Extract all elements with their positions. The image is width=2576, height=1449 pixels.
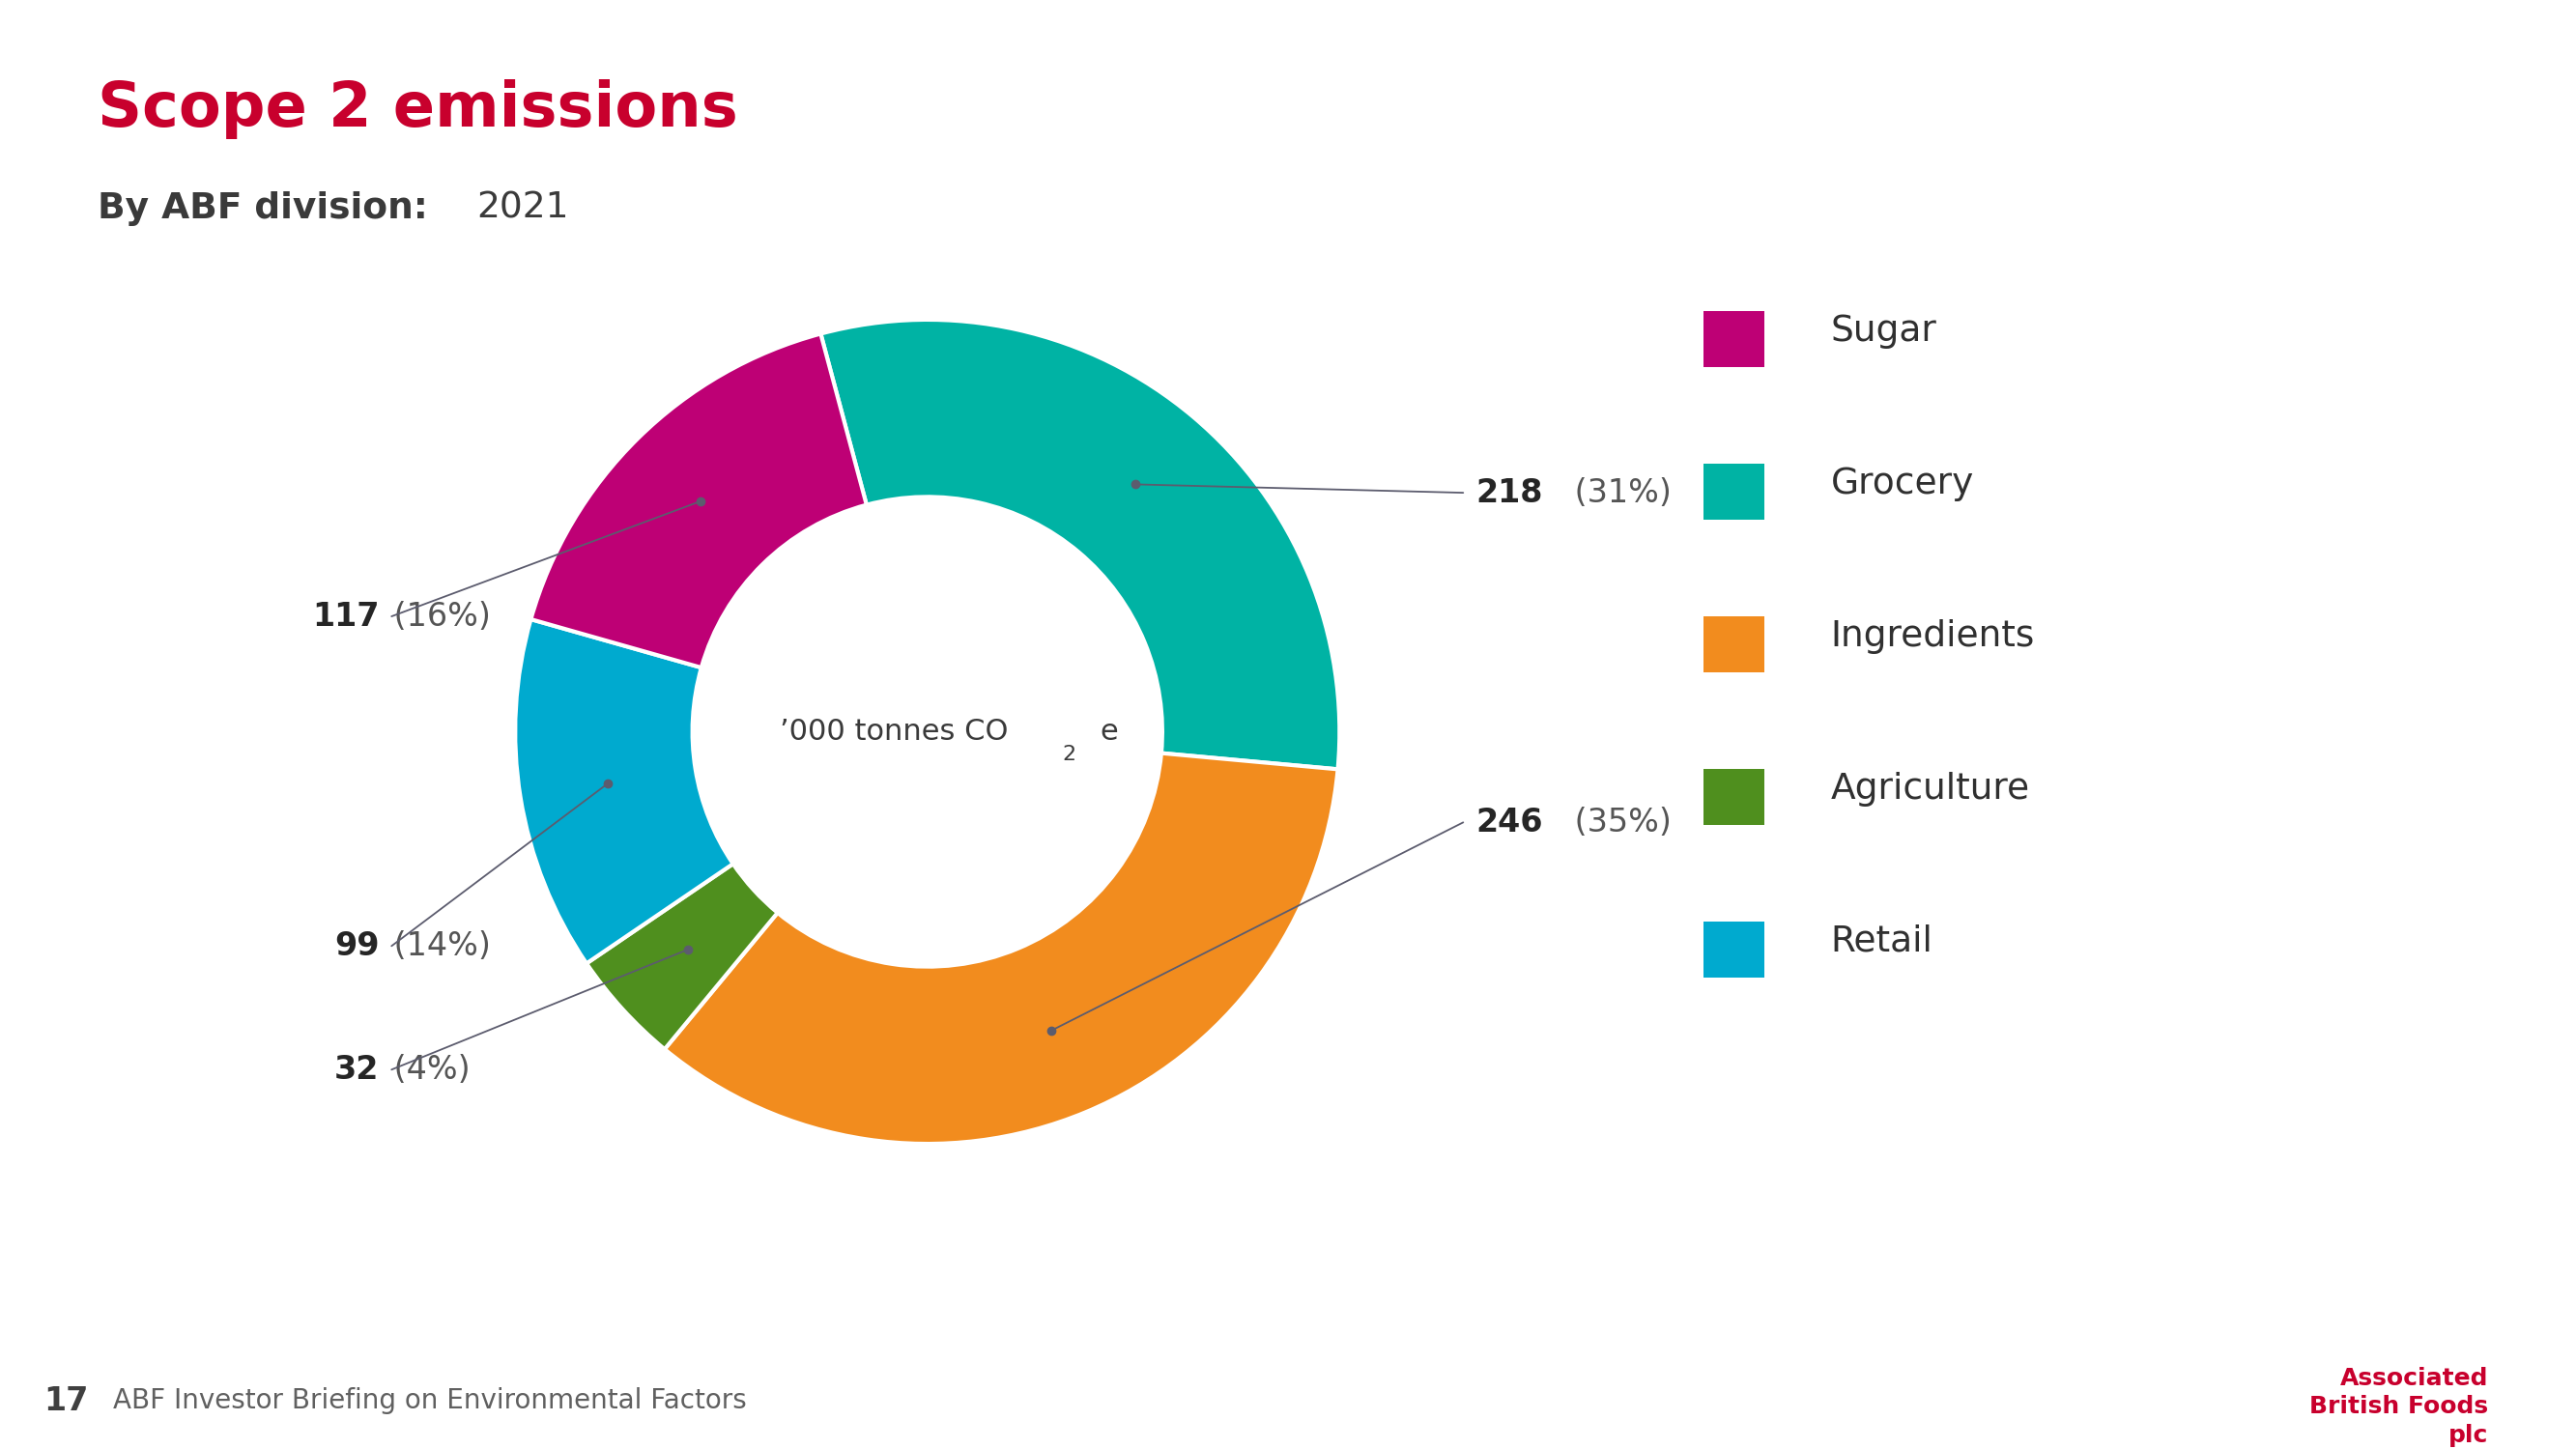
- FancyBboxPatch shape: [1703, 312, 1765, 367]
- Text: 17: 17: [44, 1385, 88, 1417]
- Text: (16%): (16%): [384, 600, 489, 632]
- Text: Sugar: Sugar: [1832, 314, 1937, 349]
- Text: Grocery: Grocery: [1832, 467, 1973, 501]
- Text: e: e: [1100, 717, 1118, 746]
- Wedge shape: [665, 753, 1337, 1143]
- Text: 246: 246: [1476, 807, 1543, 839]
- Text: ’000 tonnes CO: ’000 tonnes CO: [781, 717, 1010, 746]
- Wedge shape: [587, 864, 778, 1049]
- Text: 2021: 2021: [477, 191, 569, 226]
- Text: GHG Emissions and Carbon Enablement: GHG Emissions and Carbon Enablement: [1860, 23, 2290, 43]
- Text: ABF Investor Briefing on Environmental Factors: ABF Investor Briefing on Environmental F…: [113, 1388, 747, 1414]
- Text: Ingredients: Ingredients: [1832, 619, 2035, 653]
- Wedge shape: [531, 333, 866, 668]
- FancyBboxPatch shape: [1703, 922, 1765, 978]
- Text: Retail: Retail: [1832, 924, 1932, 959]
- Text: By ABF division:: By ABF division:: [98, 191, 428, 226]
- Text: 218: 218: [1476, 477, 1543, 509]
- FancyBboxPatch shape: [1703, 464, 1765, 520]
- Text: (35%): (35%): [1564, 807, 1672, 839]
- Text: 117: 117: [312, 600, 379, 632]
- Text: (31%): (31%): [1564, 477, 1672, 509]
- Text: 2: 2: [1064, 745, 1077, 764]
- FancyBboxPatch shape: [1703, 768, 1765, 824]
- Text: plc: plc: [2447, 1424, 2488, 1448]
- Wedge shape: [822, 320, 1340, 769]
- Text: (14%): (14%): [384, 930, 489, 962]
- Text: British Foods: British Foods: [2311, 1395, 2488, 1419]
- FancyBboxPatch shape: [1703, 616, 1765, 672]
- Text: (4%): (4%): [384, 1053, 469, 1085]
- Text: Agriculture: Agriculture: [1832, 771, 2030, 806]
- Text: 99: 99: [335, 930, 379, 962]
- Text: 32: 32: [335, 1053, 379, 1085]
- Text: Scope 2 emissions: Scope 2 emissions: [98, 80, 739, 139]
- Wedge shape: [515, 619, 734, 964]
- Text: Associated: Associated: [2339, 1366, 2488, 1390]
